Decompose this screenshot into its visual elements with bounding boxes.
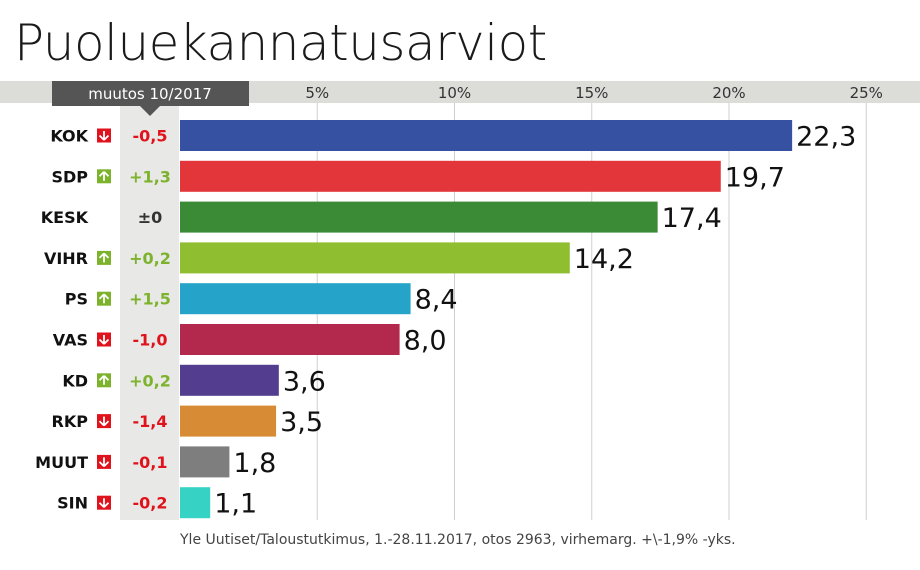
row-labels: KOK -0,5 SDP +1,3 KESK ±0 VIHR +0,2 PS +1,5 VAS -1,… [35,127,171,513]
party-label: PS [65,290,88,309]
arrow-up-icon [97,250,111,265]
value-label: 1,1 [214,489,257,520]
arrow-glyph [98,131,110,141]
x-tick-label: 15% [575,84,608,102]
party-label: VIHR [44,249,88,268]
change-label: ±0 [138,208,163,227]
x-tick-label: 25% [850,84,883,102]
arrow-down-icon [97,128,111,143]
arrow-up-icon [97,373,111,388]
value-label: 8,0 [404,326,447,357]
value-label: 19,7 [725,162,785,193]
party-label: RKP [52,412,89,431]
bar [180,120,793,151]
bar [180,160,721,192]
arrow-up-icon [97,291,111,306]
change-header-pointer [140,106,160,116]
party-label: SDP [51,167,88,186]
value-label: 17,4 [662,203,722,234]
chart-title: Puoluekannatusarviot [14,14,547,72]
change-label: -0,1 [133,453,168,472]
bar [180,446,230,478]
bar [180,201,658,233]
arrow-glyph [98,293,110,304]
bar [180,324,400,355]
bar [180,242,570,274]
value-label: 3,6 [283,366,326,397]
change-label: +0,2 [129,371,171,390]
change-header-label: muutos 10/2017 [88,85,212,103]
x-tick-label: 20% [712,84,745,102]
value-label: 22,3 [796,122,856,153]
party-label: KOK [50,127,88,146]
source-note: Yle Uutiset/Taloustutkimus, 1.-28.11.201… [180,532,736,548]
change-label: -0,5 [133,127,168,146]
change-label: -1,0 [133,331,168,350]
party-label: KESK [41,208,89,227]
change-label: -1,4 [133,412,168,431]
change-label: +1,3 [129,167,171,186]
arrow-glyph [98,171,110,181]
arrow-down-icon [97,495,111,510]
change-column-background [120,103,179,520]
party-label: KD [62,371,88,390]
party-label: MUUT [35,453,88,472]
arrow-down-icon [97,414,111,429]
arrow-down-icon [97,454,111,469]
party-label: VAS [53,331,88,350]
x-tick-label: 5% [305,84,329,102]
change-column: muutos 10/2017 [52,81,249,520]
arrow-glyph [98,416,110,427]
change-label: -0,2 [133,494,168,513]
tick-labels: 5% 10% 15% 20% 25% [305,84,883,102]
arrow-glyph [98,335,110,345]
change-header-background [52,81,249,106]
value-label: 14,2 [574,244,634,275]
bar [180,487,211,519]
arrow-glyph [98,252,110,263]
change-label: +1,5 [129,290,171,309]
arrow-glyph [98,375,110,385]
value-label: 8,4 [415,285,458,316]
arrow-glyph [98,498,110,508]
arrow-down-icon [97,332,111,347]
bar [180,283,411,315]
change-label: +0,2 [129,249,171,268]
x-tick-label: 10% [438,84,471,102]
bar [180,364,279,396]
bar [180,405,277,437]
arrow-up-icon [97,169,111,184]
arrow-glyph [98,457,110,468]
bars: 22,3 19,717,4 14,2 8,4 8,0 3,6 3,51,8 1,1 [180,120,856,520]
value-label: 3,5 [280,407,323,438]
value-label: 1,8 [233,448,276,479]
party-label: SIN [57,494,88,513]
